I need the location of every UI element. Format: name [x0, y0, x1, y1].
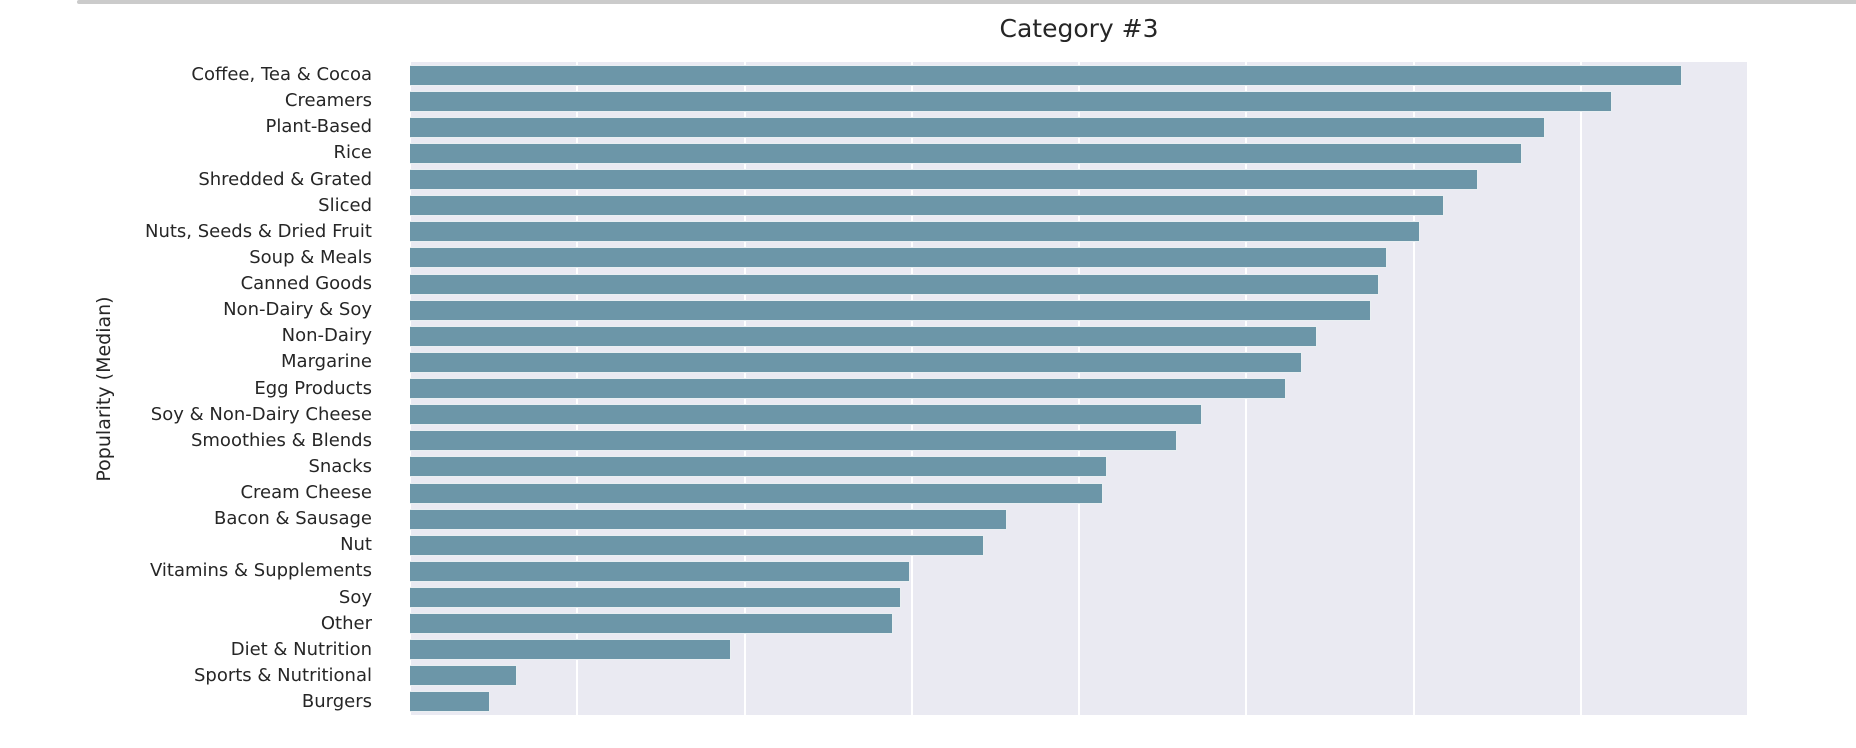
- y-tick-label: Creamers: [284, 90, 372, 112]
- x-gridline: [1412, 62, 1415, 715]
- bar-sliced: [410, 195, 1445, 217]
- y-tick-label: Plant-Based: [265, 116, 372, 138]
- y-tick-label: Nut: [340, 534, 372, 556]
- bar-non-dairy-soy: [410, 299, 1371, 321]
- y-tick-label: Non-Dairy & Soy: [223, 299, 372, 321]
- bar-other: [410, 613, 893, 635]
- bar-smoothies-blends: [410, 430, 1177, 452]
- chart-title: Category #3: [999, 14, 1159, 43]
- bar-bacon-sausage: [410, 508, 1007, 530]
- y-tick-labels: Coffee, Tea & Cocoa Creamers Plant-Based Ri…: [0, 62, 392, 715]
- x-gridline: [1579, 62, 1582, 715]
- y-tick-label: Rice: [333, 142, 372, 164]
- bar-margarine: [410, 351, 1303, 373]
- bar-coffee-tea-cocoa: [410, 64, 1683, 86]
- y-tick-label: Egg Products: [254, 377, 372, 399]
- y-tick-label: Non-Dairy: [281, 325, 372, 347]
- y-tick-label: Smoothies & Blends: [190, 429, 372, 451]
- y-tick-label: Snacks: [308, 455, 372, 477]
- bar-diet-nutrition: [410, 639, 732, 661]
- bar-nut: [410, 534, 984, 556]
- y-tick-label: Soy: [338, 586, 372, 608]
- bar-rice: [410, 142, 1522, 164]
- y-tick-label: Sports & Nutritional: [193, 664, 372, 686]
- bar-snacks: [410, 456, 1108, 478]
- y-tick-label: Vitamins & Supplements: [149, 560, 372, 582]
- y-tick-label: Canned Goods: [240, 273, 372, 294]
- bar-soy: [410, 587, 901, 608]
- bar-non-dairy: [410, 325, 1318, 347]
- bar-cream-cheese: [410, 482, 1104, 504]
- bar-shredded-grated: [410, 169, 1478, 190]
- plot-area: [409, 62, 1749, 715]
- y-tick-label: Soup & Meals: [249, 246, 372, 268]
- y-tick-label: Nuts, Seeds & Dried Fruit: [144, 220, 372, 242]
- y-tick-label: Other: [320, 612, 372, 634]
- top-scrollbar-strip: [77, 0, 1856, 4]
- y-tick-label: Cream Cheese: [240, 482, 372, 503]
- bar-soup-meals: [410, 247, 1387, 269]
- bar-vitamins-supplements: [410, 560, 911, 582]
- y-tick-label: Margarine: [281, 351, 372, 373]
- bar-soy-non-dairy-cheese: [410, 404, 1203, 426]
- bar-sports-nutritional: [410, 665, 517, 687]
- bar-plant-based: [410, 116, 1545, 138]
- y-tick-label: Coffee, Tea & Cocoa: [191, 64, 372, 86]
- y-tick-label: Soy & Non-Dairy Cheese: [150, 403, 372, 425]
- y-tick-label: Diet & Nutrition: [230, 638, 372, 660]
- y-tick-label: Bacon & Sausage: [214, 508, 372, 530]
- y-tick-label: Shredded & Grated: [198, 168, 372, 190]
- x-gridline: [1747, 62, 1749, 715]
- bar-nuts-seeds-dried-fruit: [410, 221, 1421, 243]
- bar-creamers: [410, 90, 1612, 112]
- y-tick-label: Burgers: [301, 690, 372, 712]
- bar-canned-goods: [410, 273, 1379, 295]
- bar-egg-products: [410, 378, 1287, 399]
- y-tick-label: Sliced: [318, 194, 372, 216]
- bar-burgers: [410, 691, 491, 713]
